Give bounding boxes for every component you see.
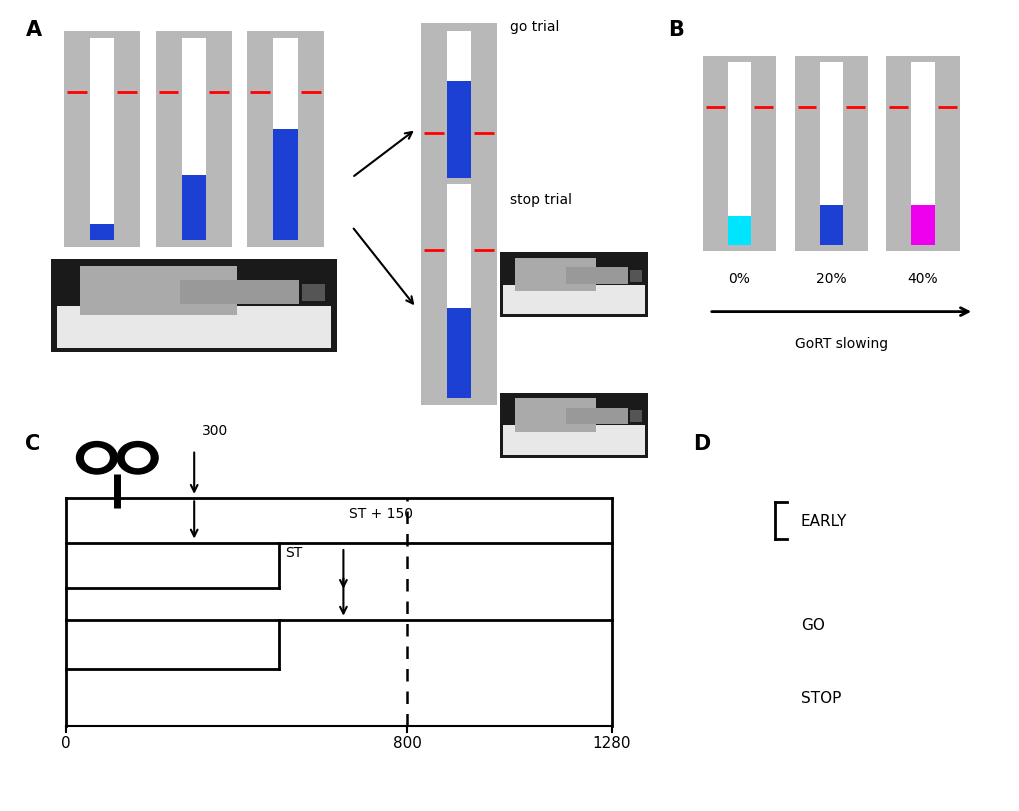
Bar [566,268,628,284]
Bar [421,178,497,406]
Text: B: B [667,20,684,41]
Bar [446,32,471,82]
Bar [794,57,867,251]
Bar [910,205,934,246]
Text: ST + 150: ST + 150 [348,507,412,521]
Text: STOP: STOP [800,690,841,705]
Bar [727,62,751,217]
Bar [57,307,330,348]
Bar [79,267,236,315]
Bar [51,260,336,353]
Text: A: A [25,20,42,41]
Bar [90,225,114,241]
Bar [910,62,934,205]
Circle shape [76,442,117,474]
Bar [302,285,325,302]
Bar [248,32,324,247]
Text: 40%: 40% [907,272,937,285]
Bar [499,393,647,458]
Text: 1280: 1280 [592,736,631,750]
Bar [702,57,775,251]
Text: 800: 800 [392,736,422,750]
Text: 0%: 0% [728,272,750,285]
Bar [421,24,497,268]
Bar [630,411,641,423]
Text: 300: 300 [202,424,228,438]
Bar [515,258,595,292]
Text: GO: GO [800,617,823,632]
Bar [181,39,206,176]
Bar [502,426,644,455]
Bar [818,62,843,205]
Text: EARLY: EARLY [800,513,846,529]
Bar [502,285,644,315]
Text: go trial: go trial [510,20,558,34]
Text: 0: 0 [61,736,71,750]
Circle shape [117,442,158,474]
Text: GoRT slowing: GoRT slowing [794,337,888,350]
Text: C: C [25,434,41,454]
Circle shape [85,448,109,468]
Bar [886,57,959,251]
Bar [630,271,641,282]
Text: ST: ST [285,545,303,559]
Bar [446,309,471,399]
Bar [446,185,471,309]
Bar [499,253,647,318]
Bar [566,408,628,424]
Bar [273,130,298,241]
Bar [63,32,141,247]
Text: 20%: 20% [815,272,846,285]
Text: D: D [693,434,710,454]
Bar [181,176,206,241]
Bar [156,32,232,247]
Text: stop trial: stop trial [510,193,572,207]
Bar [273,39,298,130]
Bar [446,82,471,260]
Bar [818,205,843,246]
Bar [90,39,114,225]
Circle shape [125,448,150,468]
Bar [515,398,595,432]
Bar [727,217,751,246]
Bar [179,281,300,304]
